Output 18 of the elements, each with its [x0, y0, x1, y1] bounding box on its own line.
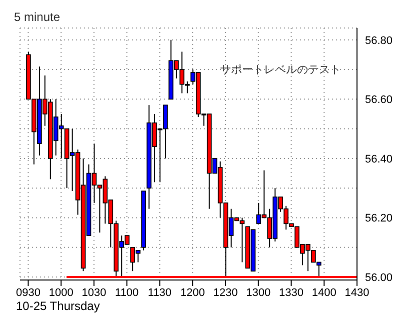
x-tick-label: 1230: [213, 286, 238, 299]
x-tick-label: 0930: [16, 286, 40, 299]
x-axis-title: 10-25 Thursday: [16, 299, 100, 313]
x-tick-label: 1000: [48, 286, 74, 299]
chart-title: 5 minute: [14, 10, 60, 24]
x-tick-label: 1200: [180, 286, 205, 299]
x-tick-label: 1300: [246, 286, 271, 299]
y-tick-label: 56.20: [365, 212, 393, 225]
x-tick-label: 1100: [115, 286, 139, 299]
x-tick-label: 1430: [344, 286, 370, 299]
y-tick-label: 56.60: [365, 94, 393, 106]
y-tick-label: 56.00: [365, 272, 393, 284]
x-tick-label: 1030: [82, 286, 106, 299]
y-tick-label: 56.40: [365, 153, 393, 166]
x-tick-label: 1400: [312, 286, 336, 299]
x-tick-label: 1130: [148, 286, 172, 299]
x-tick-label: 1330: [279, 286, 304, 299]
y-tick-label: 56.80: [365, 34, 393, 47]
